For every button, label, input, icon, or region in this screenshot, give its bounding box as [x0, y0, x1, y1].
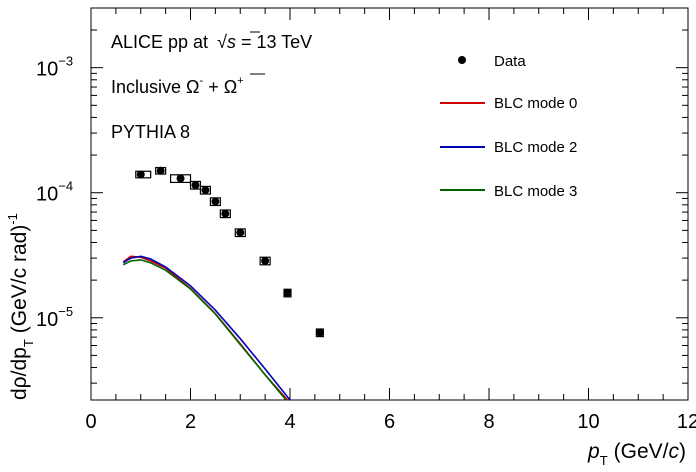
data-point — [236, 228, 245, 237]
syst-box — [135, 170, 152, 179]
y-tick-label: 10−4 — [36, 179, 73, 206]
x-axis-title: pT (GeV/c) — [587, 440, 686, 468]
curve-0 — [122, 255, 289, 401]
data-point — [315, 328, 324, 337]
data-points — [135, 166, 324, 338]
data-point — [221, 209, 230, 218]
x-axis-ticks: 0 2 4 6 8 10 12 — [85, 8, 696, 433]
curve-1 — [122, 255, 291, 401]
collision-label: ALICE pp at √s = 13 TeV — [111, 32, 312, 52]
generator-label: PYTHIA 8 — [111, 122, 190, 142]
x-tick-label: 8 — [483, 411, 494, 433]
data-point — [261, 256, 270, 265]
data-point — [136, 170, 145, 179]
plot-frame — [90, 7, 689, 401]
y-tick-label: 10−3 — [36, 54, 73, 81]
x-tick-label: 6 — [384, 411, 395, 433]
curve-2 — [122, 259, 287, 401]
y-axis-title: dρ/dpT(GeV/c rad)-1 — [5, 213, 36, 400]
legend-label-mode0: BLC mode 0 — [494, 95, 577, 112]
legend-label-mode3: BLC mode 3 — [494, 183, 577, 200]
data-point — [176, 174, 185, 183]
x-tick-label: 12 — [677, 411, 696, 433]
data-point — [191, 181, 200, 190]
x-tick-label: 2 — [185, 411, 196, 433]
model-curves — [122, 255, 291, 401]
species-label: Inclusive Ω- + Ω+ — [111, 75, 244, 97]
sqrt-symbol: √ — [217, 32, 227, 52]
legend-label-mode2: BLC mode 2 — [494, 139, 577, 156]
x-tick-label: 10 — [577, 411, 599, 433]
x-tick-label: 0 — [85, 411, 96, 433]
legend: Data BLC mode 0 BLC mode 2 BLC mode 3 — [440, 53, 577, 200]
data-point — [283, 288, 292, 297]
data-point — [211, 197, 220, 206]
x-tick-label: 4 — [284, 411, 295, 433]
legend-data-marker — [458, 56, 466, 64]
y-axis-ticks: 10−5 10−4 10−3 — [36, 7, 688, 384]
y-tick-label: 10−5 — [36, 304, 73, 331]
legend-data-label: Data — [494, 53, 526, 70]
data-point — [156, 166, 165, 175]
data-point — [201, 186, 210, 195]
